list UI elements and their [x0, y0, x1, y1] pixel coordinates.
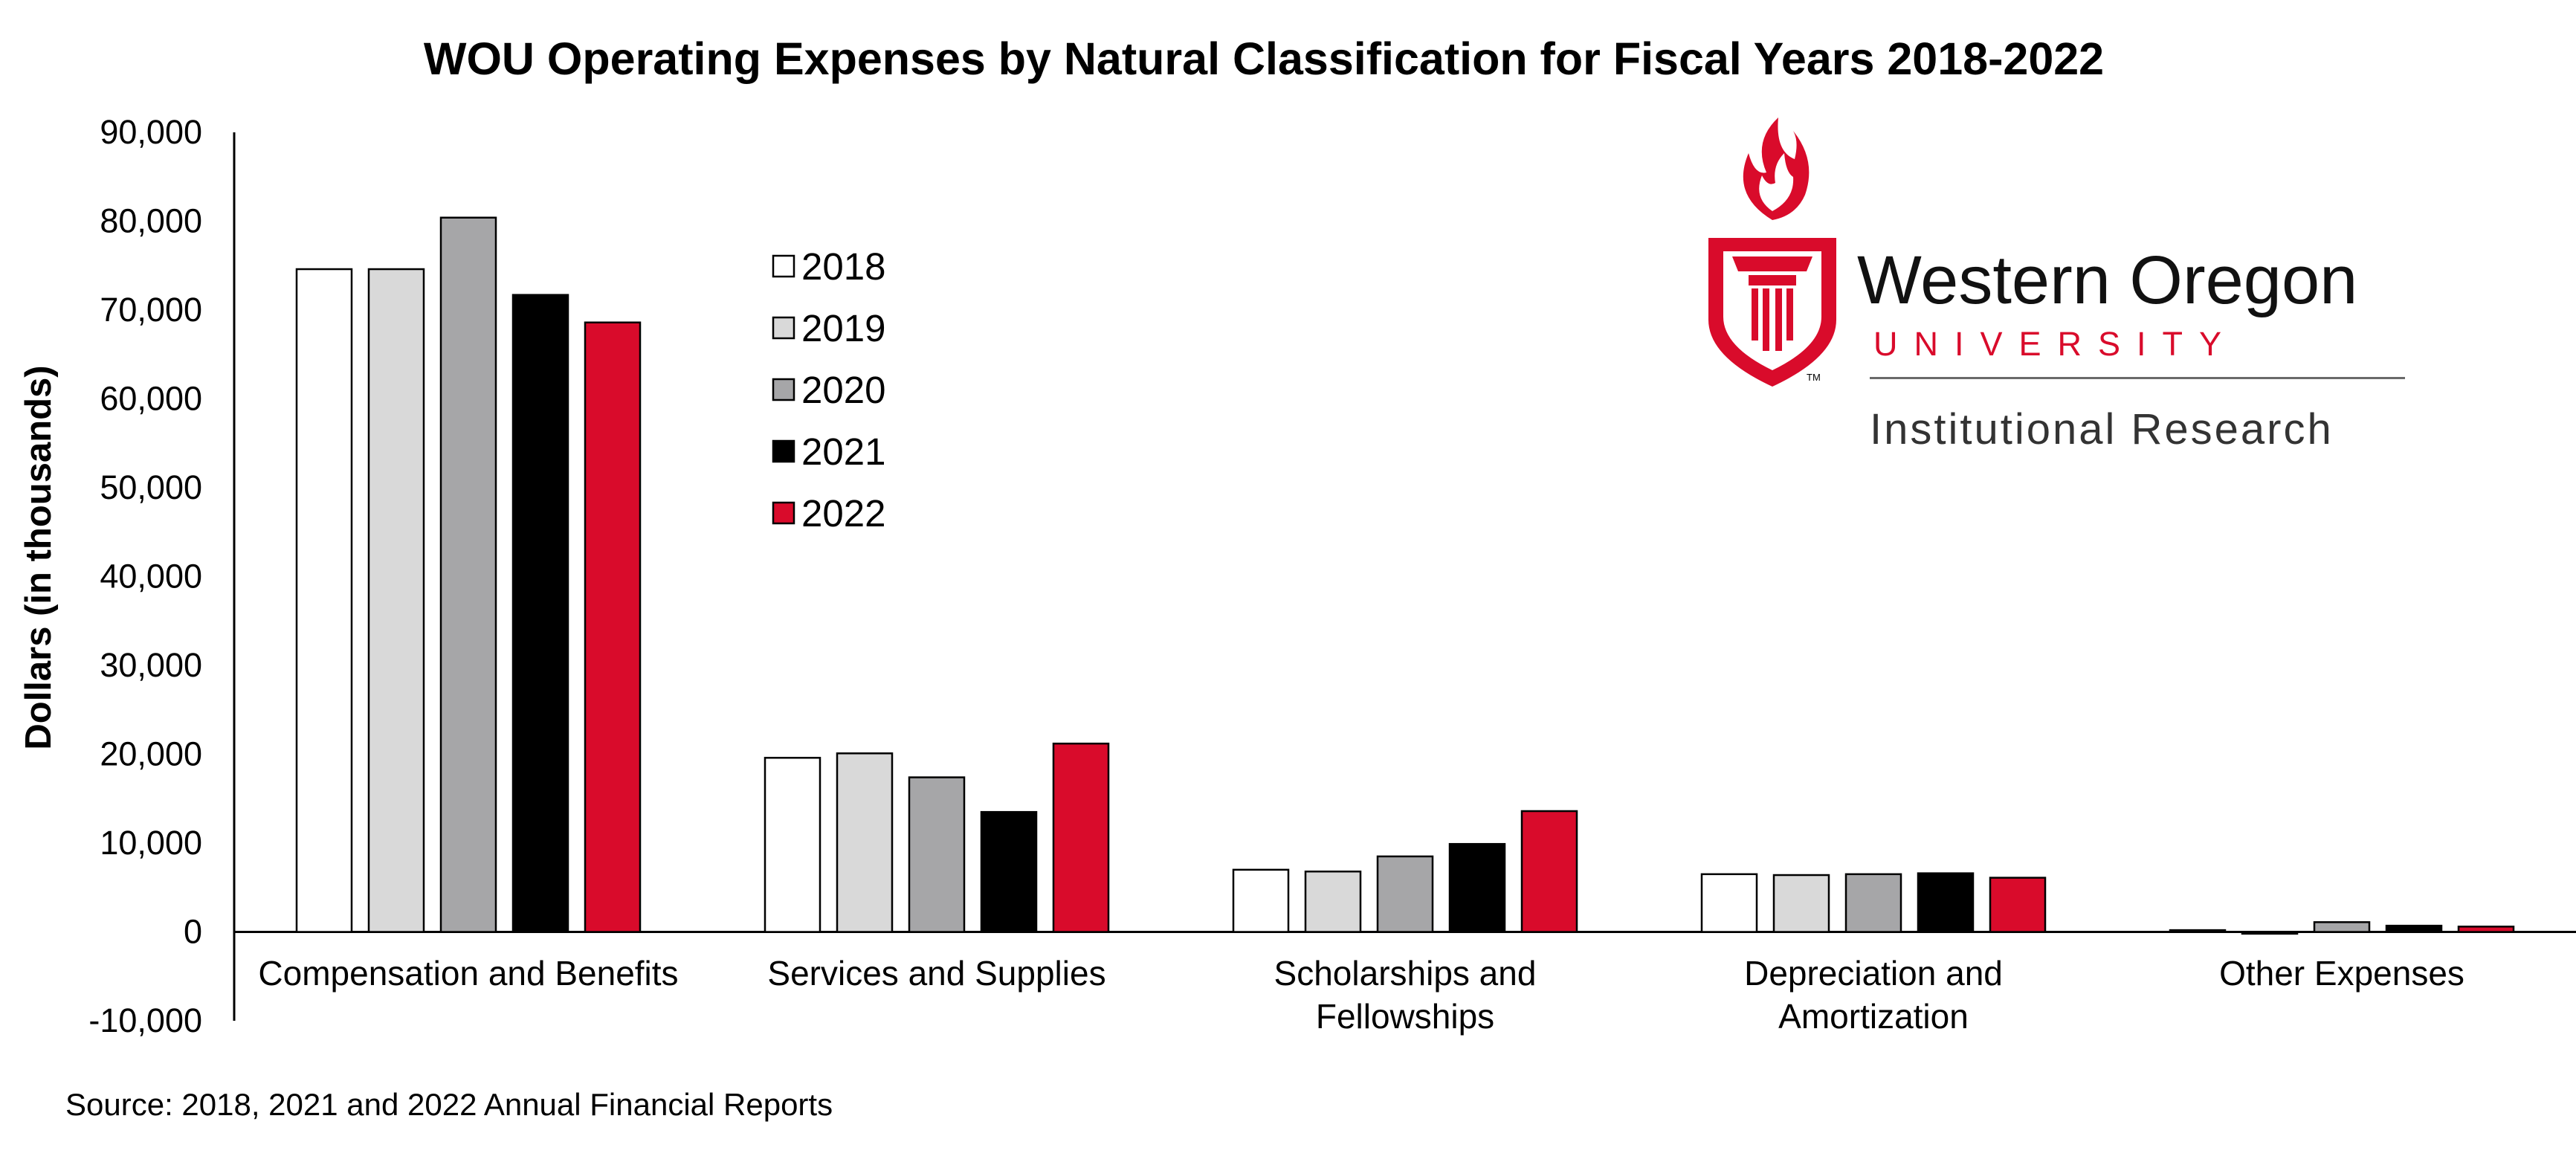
category-labels: Compensation and Benefits Services and Su…: [258, 954, 2464, 1036]
bar-2022-3: [1989, 877, 2047, 933]
y-tick-label: -10,000: [88, 1001, 202, 1039]
bar-2021-1: [980, 810, 1038, 933]
bars: [295, 216, 2515, 935]
bar-2020-4: [2313, 921, 2371, 933]
bar-2018-2: [1232, 868, 1290, 933]
bar-2019-1: [836, 752, 894, 933]
y-tick-label: 10,000: [100, 824, 202, 862]
chart-title: WOU Operating Expenses by Natural Classi…: [424, 33, 2104, 84]
legend-swatch-2018: [772, 254, 795, 278]
legend-swatch-2019: [772, 316, 795, 340]
legend-label-2022: 2022: [801, 492, 885, 535]
bar-2021-2: [1448, 842, 1506, 933]
logo-divider: [1870, 377, 2405, 379]
y-tick-label: 40,000: [100, 558, 202, 596]
legend-label-2020: 2020: [801, 369, 885, 411]
bar-2019-4: [2241, 931, 2299, 935]
y-tick-label: 30,000: [100, 646, 202, 684]
torch-shield-icon: [1708, 117, 1836, 387]
y-tick-label: 80,000: [100, 202, 202, 240]
logo-department: Institutional Research: [1870, 405, 2334, 454]
bar-2019-2: [1304, 870, 1362, 933]
legend-swatch-2021: [772, 439, 795, 463]
bar-2022-4: [2457, 926, 2515, 933]
bar-2020-0: [439, 216, 497, 933]
y-axis-ticks: -10,000 0 10,000 20,000 30,000 40,000 50,000 60…: [88, 113, 202, 1039]
bar-2020-2: [1376, 855, 1434, 933]
y-tick-label: 70,000: [100, 291, 202, 329]
university-logo: TM Western Oregon UNIVERSITY Institution…: [1708, 117, 2405, 454]
category-label: Services and Supplies: [767, 954, 1105, 993]
bar-2019-3: [1772, 874, 1830, 933]
legend-label-2019: 2019: [801, 307, 885, 349]
bar-2020-1: [908, 776, 966, 933]
legend: 2018 2019 2020 2021 2022: [772, 245, 885, 535]
bar-2018-4: [2169, 929, 2227, 933]
category-label: Scholarships and Fellowships: [1274, 954, 1537, 1036]
bar-2018-1: [764, 757, 821, 933]
y-axis-label: Dollars (in thousands): [19, 365, 59, 749]
legend-swatch-2020: [772, 378, 795, 401]
bar-2022-1: [1052, 742, 1110, 933]
bar-2022-2: [1520, 810, 1578, 933]
legend-swatch-2022: [772, 501, 795, 525]
bar-2018-3: [1700, 873, 1758, 933]
y-tick-label: 90,000: [100, 113, 202, 151]
bar-2021-4: [2385, 924, 2443, 933]
logo-trademark: TM: [1807, 372, 1821, 383]
bar-2022-0: [584, 321, 642, 933]
logo-university-word: UNIVERSITY: [1873, 325, 2238, 363]
y-tick-label: 0: [184, 913, 202, 951]
logo-university-name: Western Oregon: [1857, 242, 2357, 318]
bar-2019-0: [367, 268, 425, 933]
category-label: Depreciation and Amortization: [1744, 954, 2003, 1036]
y-tick-label: 60,000: [100, 380, 202, 418]
legend-label-2021: 2021: [801, 430, 885, 473]
category-label: Compensation and Benefits: [258, 954, 678, 993]
legend-label-2018: 2018: [801, 245, 885, 288]
bar-2018-0: [295, 268, 353, 933]
bar-2021-3: [1917, 872, 1975, 933]
y-tick-label: 20,000: [100, 735, 202, 773]
category-label: Other Expenses: [2219, 954, 2464, 993]
bar-2021-0: [511, 294, 569, 933]
y-tick-label: 50,000: [100, 468, 202, 506]
source-note: Source: 2018, 2021 and 2022 Annual Finan…: [65, 1087, 833, 1122]
bar-2020-3: [1844, 873, 1902, 933]
